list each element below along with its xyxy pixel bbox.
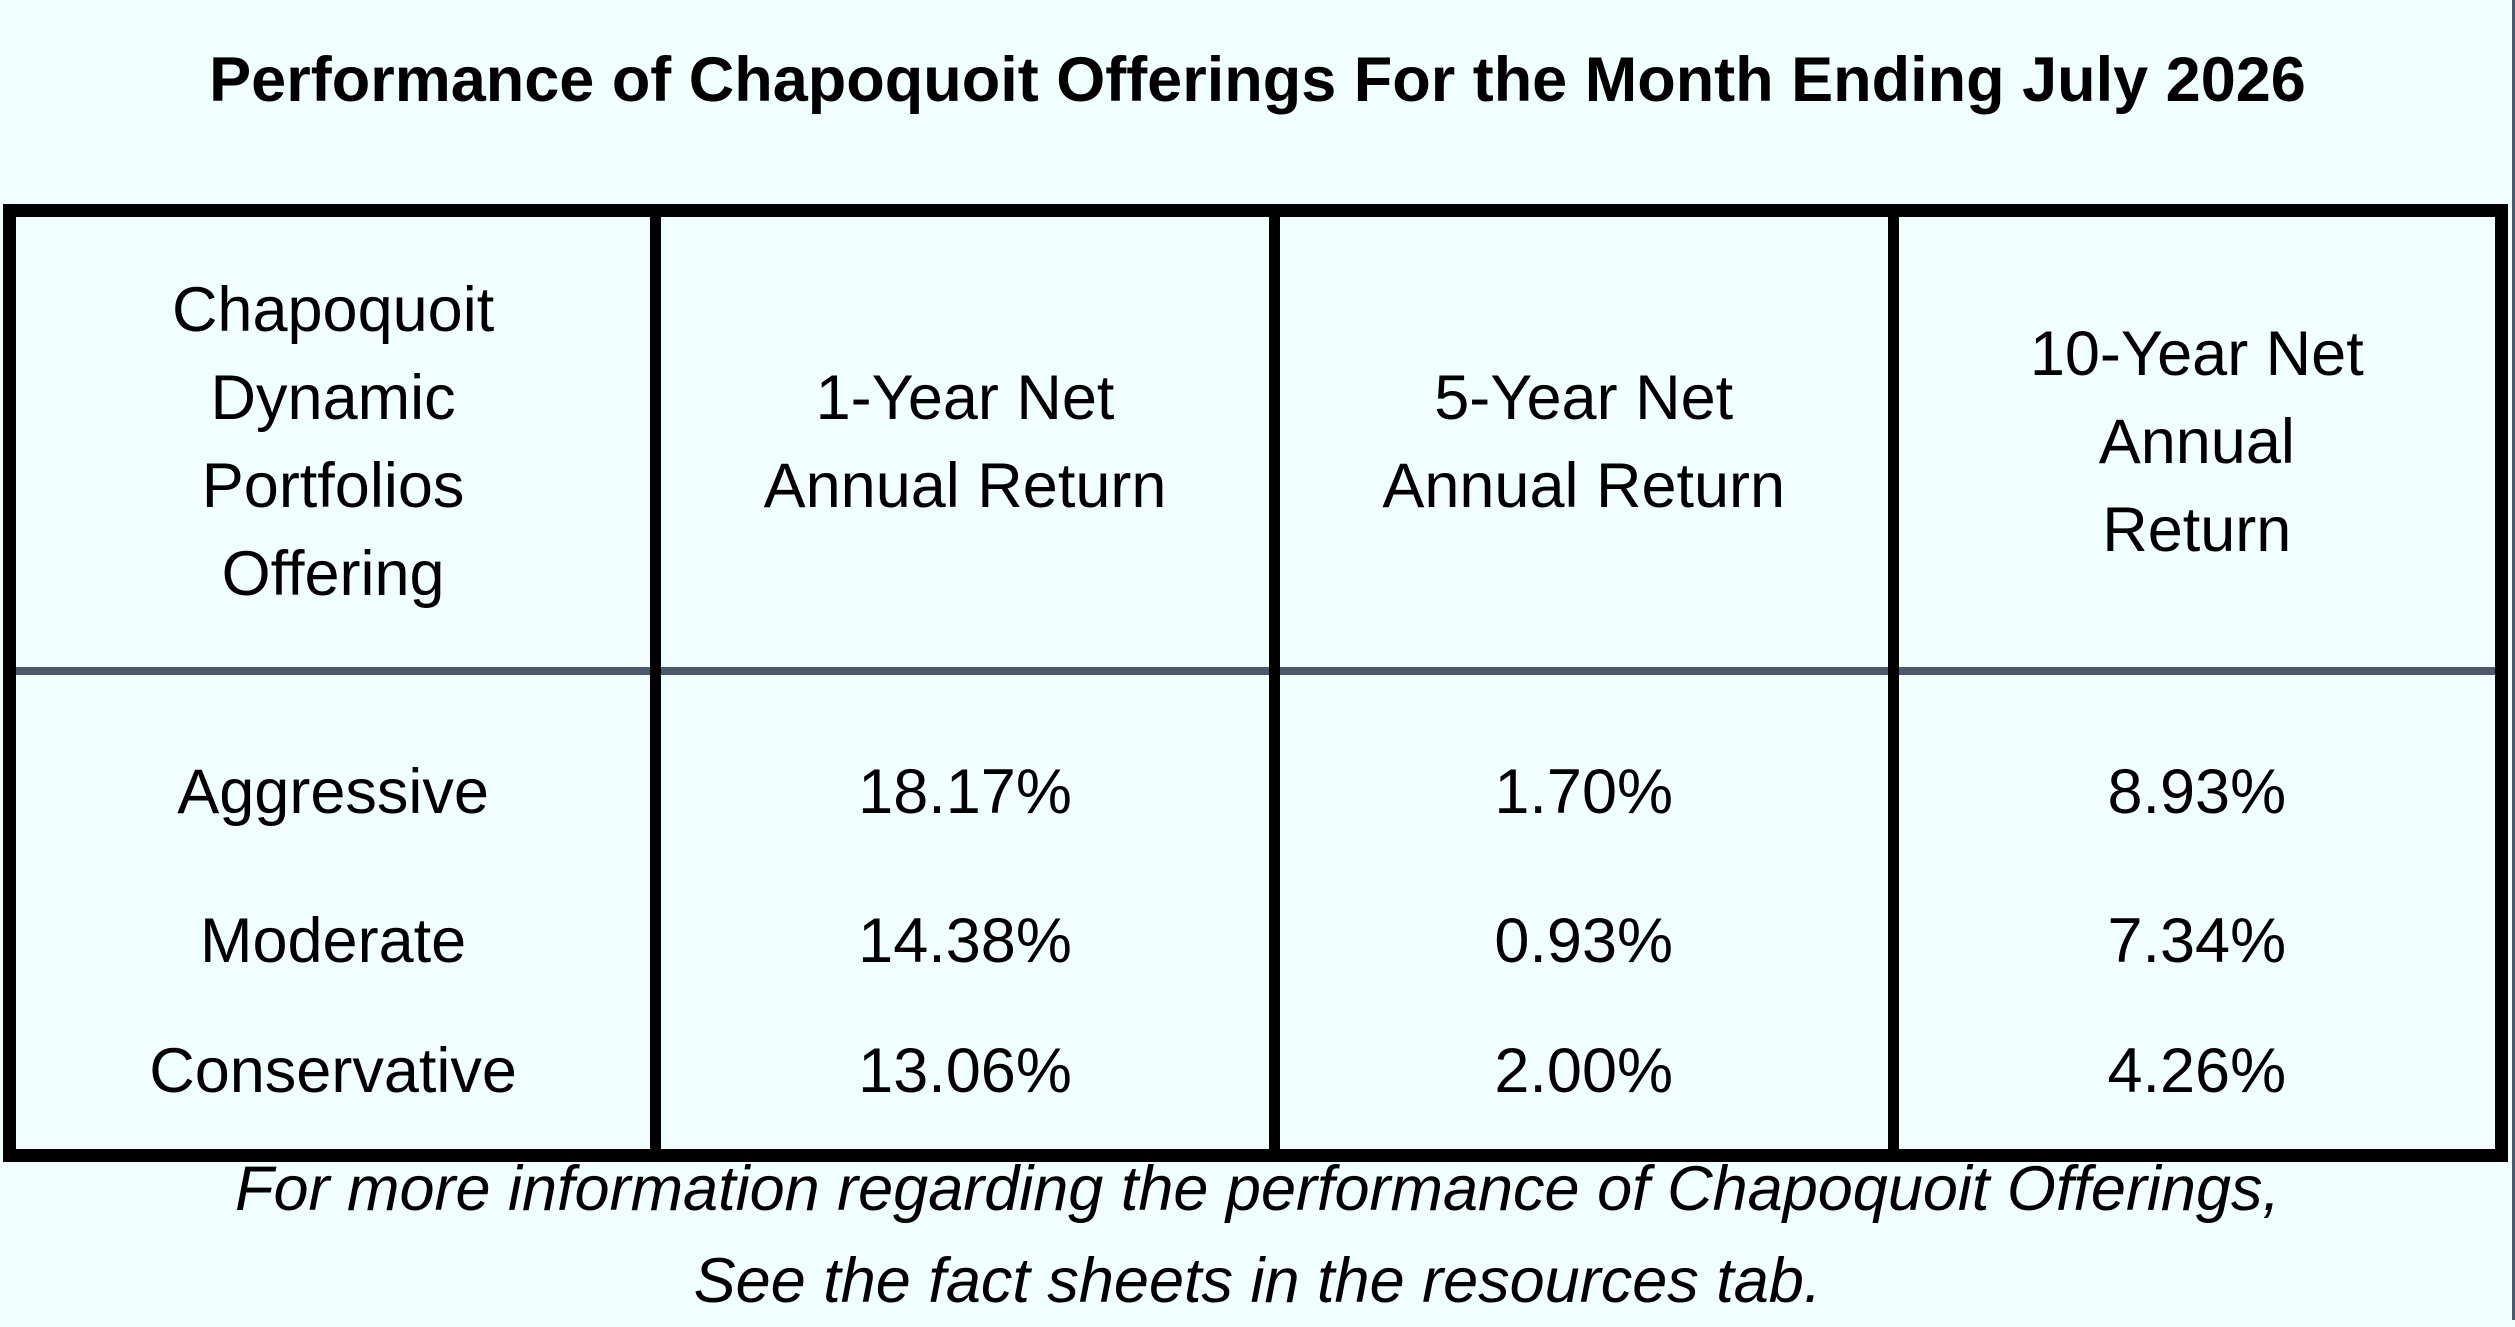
footnote-line-2: See the fact sheets in the resources tab… [693, 1246, 1822, 1316]
performance-table: Chapoquoit Dynamic Portfolios Offering 1… [3, 204, 2508, 1162]
header-offering-label: Chapoquoit Dynamic Portfolios Offering [171, 275, 495, 609]
header-1yr-return-label: 1-Year Net Annual Return [763, 363, 1167, 521]
header-10yr-return-label: 10-Year Net Annual Return [2029, 319, 2364, 565]
header-5yr-return-label: 5-Year Net Annual Return [1382, 363, 1786, 521]
row-offering-name: Moderate [3, 875, 662, 1007]
row-1yr-return: 13.06% [650, 1007, 1280, 1156]
row-10yr-return: 8.93% [1887, 671, 2508, 875]
header-5yr-return: 5-Year Net Annual Return [1268, 210, 1899, 675]
row-offering-name: Conservative [3, 1007, 662, 1156]
page-title: Performance of Chapoquoit Offerings For … [209, 45, 2306, 115]
row-5yr-return: 0.93% [1268, 875, 1899, 1007]
row-10yr-return: 7.34% [1887, 875, 2508, 1007]
row-10yr-return: 4.26% [1887, 1007, 2508, 1156]
row-1yr-return: 18.17% [650, 671, 1280, 875]
row-1yr-return: 14.38% [650, 875, 1280, 1007]
row-5yr-return: 2.00% [1268, 1007, 1899, 1156]
table-row: Aggressive 18.17% 1.70% 8.93% [3, 671, 2508, 875]
header-offering: Chapoquoit Dynamic Portfolios Offering [3, 210, 662, 675]
table-row: Conservative 13.06% 2.00% 4.26% [3, 1007, 2508, 1156]
header-1yr-return: 1-Year Net Annual Return [650, 210, 1280, 675]
right-edge-border [2512, 0, 2515, 1320]
header-10yr-return: 10-Year Net Annual Return [1887, 210, 2508, 675]
footnote-line-1: For more information regarding the perfo… [234, 1154, 2281, 1224]
row-5yr-return: 1.70% [1268, 671, 1899, 875]
row-offering-name: Aggressive [3, 671, 662, 875]
table-header-row: Chapoquoit Dynamic Portfolios Offering 1… [3, 210, 2508, 675]
table-row: Moderate 14.38% 0.93% 7.34% [3, 875, 2508, 1007]
footnote: For more information regarding the perfo… [0, 1143, 2515, 1327]
